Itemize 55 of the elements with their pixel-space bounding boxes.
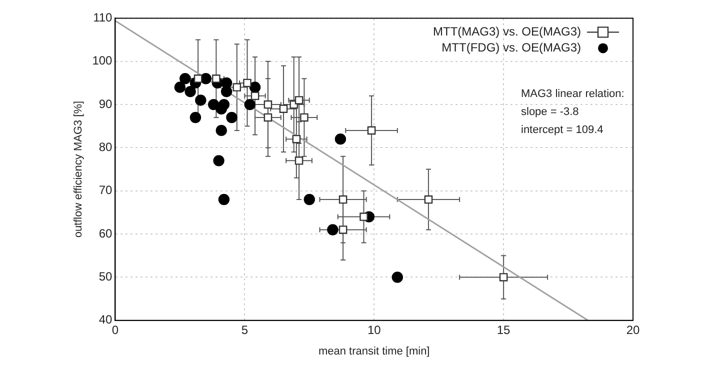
- point: [424, 195, 433, 204]
- point: [250, 92, 260, 100]
- point: [195, 94, 206, 106]
- y-tick-label: 90: [98, 96, 113, 111]
- point: [304, 194, 315, 206]
- x-tick-label: 20: [626, 322, 640, 337]
- point: [300, 113, 308, 122]
- y-tick-label: 40: [98, 312, 113, 327]
- point: [244, 98, 256, 110]
- legend-label: MTT(FDG) vs. OE(MAG3): [442, 40, 581, 55]
- point: [279, 104, 288, 113]
- annotation: slope = -3.8: [521, 106, 579, 118]
- point: [200, 73, 212, 84]
- point: [367, 126, 376, 135]
- point: [327, 224, 338, 236]
- point: [243, 78, 252, 88]
- point: [220, 77, 232, 89]
- x-tick-label: 0: [112, 322, 119, 337]
- point: [218, 194, 230, 206]
- annotation: MAG3 linear relation:: [521, 88, 624, 100]
- point: [392, 272, 404, 283]
- point: [264, 100, 272, 109]
- x-tick-label: 10: [367, 322, 382, 337]
- point: [216, 124, 227, 136]
- point: [334, 133, 346, 145]
- y-tick-label: 70: [98, 183, 113, 198]
- point: [292, 134, 301, 144]
- point: [190, 112, 202, 124]
- point: [338, 195, 348, 204]
- point: [174, 82, 186, 93]
- annotation: intercept = 109.4: [521, 124, 604, 136]
- point: [226, 112, 238, 124]
- x-tick-label: 5: [241, 322, 248, 337]
- legend-label: MTT(MAG3) vs. OE(MAG3): [433, 24, 581, 39]
- point: [232, 83, 242, 92]
- point: [360, 212, 368, 221]
- point: [294, 156, 304, 165]
- point: [213, 155, 224, 166]
- y-axis-title: outflow efficiency MAG3 [%]: [72, 100, 85, 238]
- point: [499, 273, 508, 282]
- point: [194, 74, 202, 83]
- y-tick-label: 100: [92, 54, 113, 68]
- x-tick-label: 15: [496, 322, 511, 337]
- point: [338, 226, 348, 234]
- point: [184, 86, 196, 98]
- y-tick-label: 80: [98, 140, 113, 154]
- point: [264, 113, 272, 122]
- y-tick-label: 110: [93, 10, 113, 25]
- point: [249, 82, 261, 93]
- y-tick-label: 50: [98, 270, 113, 284]
- x-axis-title: mean transit time [min]: [318, 345, 430, 358]
- point: [180, 73, 191, 84]
- y-tick-label: 60: [98, 226, 113, 240]
- point: [212, 74, 220, 83]
- point: [294, 96, 304, 104]
